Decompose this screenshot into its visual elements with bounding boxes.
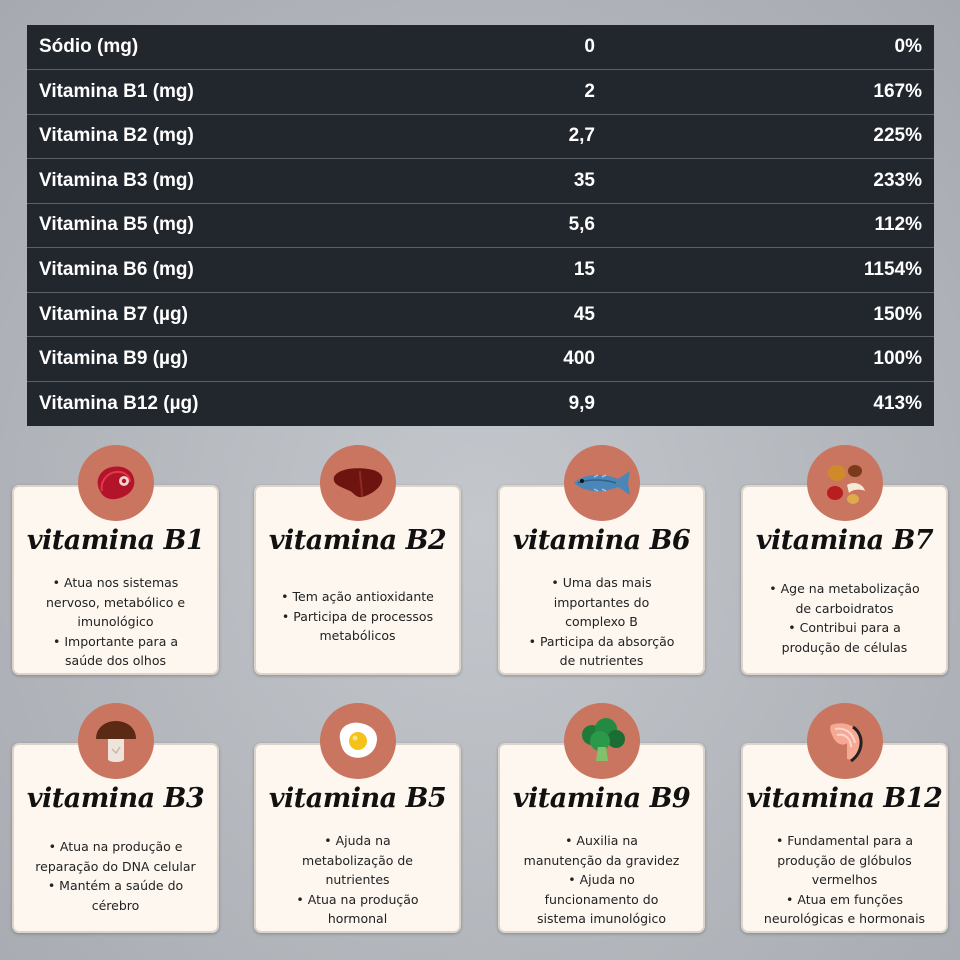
nutrient-name: Vitamina B7 (µg)	[39, 303, 188, 325]
nutrient-value: 9,9	[568, 392, 595, 414]
card-description: • Ajuda na metabolização de nutrientes •…	[296, 833, 419, 926]
nutrient-percent: 150%	[873, 303, 922, 325]
table-row: Vitamina B5 (mg) 5,6 112%	[27, 203, 934, 248]
card-title: vitamina B12	[746, 783, 943, 814]
nutrient-percent: 112%	[874, 214, 922, 236]
nutrition-table: Sódio (mg) 0 0% Vitamina B1 (mg) 2 167% …	[27, 25, 934, 426]
card-title: vitamina B1	[26, 525, 205, 556]
nutrient-name: Vitamina B1 (mg)	[39, 80, 194, 102]
card-title: vitamina B3	[26, 783, 205, 814]
card-description: • Uma das mais importantes do complexo B…	[528, 575, 675, 668]
nutrient-value: 2	[584, 80, 595, 102]
nutrient-percent: 413%	[873, 392, 922, 414]
nutrient-percent: 167%	[873, 80, 922, 102]
nutrient-name: Vitamina B5 (mg)	[39, 214, 194, 236]
card-description: • Age na metabolização de carboidratos •…	[769, 581, 920, 655]
vitamin-card-b1: vitamina B1 • Atua nos sistemas nervoso,…	[12, 445, 219, 675]
vitamin-card-b6: vitamina B6 • Uma das mais importantes d…	[498, 445, 705, 675]
card-title: vitamina B9	[512, 783, 691, 814]
table-row: Vitamina B9 (µg) 400 100%	[27, 337, 934, 382]
fish-icon	[563, 445, 640, 521]
card-title: vitamina B6	[512, 525, 691, 556]
nuts-icon	[806, 445, 883, 521]
nutrient-name: Vitamina B6 (mg)	[39, 259, 194, 280]
nutrient-percent: 1154%	[863, 259, 922, 280]
vitamin-card-b2: vitamina B2 • Tem ação antioxidante • Pa…	[254, 445, 461, 675]
card-description: • Fundamental para a produção de glóbulo…	[763, 833, 926, 926]
card-title: vitamina B2	[268, 525, 447, 556]
nutrient-value: 400	[563, 348, 595, 370]
liver-icon	[319, 445, 396, 521]
table-row: Vitamina B12 (µg) 9,9 413%	[27, 381, 934, 426]
nutrient-value: 45	[573, 303, 595, 325]
meat-icon	[77, 445, 154, 521]
nutrient-value: 2,7	[568, 125, 595, 147]
card-description: • Tem ação antioxidante • Participa de p…	[281, 589, 434, 643]
table-row: Sódio (mg) 0 0%	[27, 25, 934, 70]
table-row: Vitamina B7 (µg) 45 150%	[27, 292, 934, 337]
table-row: Vitamina B2 (mg) 2,7 225%	[27, 114, 934, 159]
vitamin-card-b7: vitamina B7 • Age na metabolização de ca…	[741, 445, 948, 675]
nutrient-value: 35	[573, 169, 595, 191]
nutrient-name: Vitamina B9 (µg)	[39, 348, 188, 370]
table-row: Vitamina B3 (mg) 35 233%	[27, 159, 934, 204]
nutrient-percent: 225%	[873, 125, 922, 147]
card-description: • Atua nos sistemas nervoso, metabólico …	[45, 575, 186, 668]
card-description: • Auxilia na manutenção da gravidez • Aj…	[523, 833, 680, 926]
vitamin-card-b12: vitamina B12 • Fundamental para a produç…	[741, 703, 948, 933]
card-title: vitamina B7	[755, 525, 934, 556]
egg-icon	[319, 703, 396, 779]
nutrient-value: 0	[584, 36, 595, 58]
nutrient-percent: 0%	[894, 36, 922, 58]
vitamin-card-b5: vitamina B5 • Ajuda na metabolização de …	[254, 703, 461, 933]
vitamin-card-b9: vitamina B9 • Auxilia na manutenção da g…	[498, 703, 705, 933]
nutrient-percent: 233%	[873, 169, 922, 191]
nutrient-name: Vitamina B12 (µg)	[39, 392, 199, 414]
vitamin-card-b3: vitamina B3 • Atua na produção e reparaç…	[12, 703, 219, 933]
salmon-steak-icon	[806, 703, 883, 779]
mushroom-icon	[77, 703, 154, 779]
nutrient-name: Vitamina B2 (mg)	[39, 125, 194, 147]
nutrient-percent: 100%	[873, 348, 922, 370]
nutrient-value: 15	[573, 259, 595, 280]
card-description: • Atua na produção e reparação do DNA ce…	[35, 839, 196, 913]
nutrient-name: Vitamina B3 (mg)	[39, 169, 194, 191]
card-title: vitamina B5	[268, 783, 447, 814]
nutrient-name: Sódio (mg)	[39, 36, 139, 58]
broccoli-icon	[563, 703, 640, 779]
table-row: Vitamina B6 (mg) 15 1154%	[27, 248, 934, 293]
table-row: Vitamina B1 (mg) 2 167%	[27, 70, 934, 115]
nutrient-value: 5,6	[568, 214, 595, 236]
